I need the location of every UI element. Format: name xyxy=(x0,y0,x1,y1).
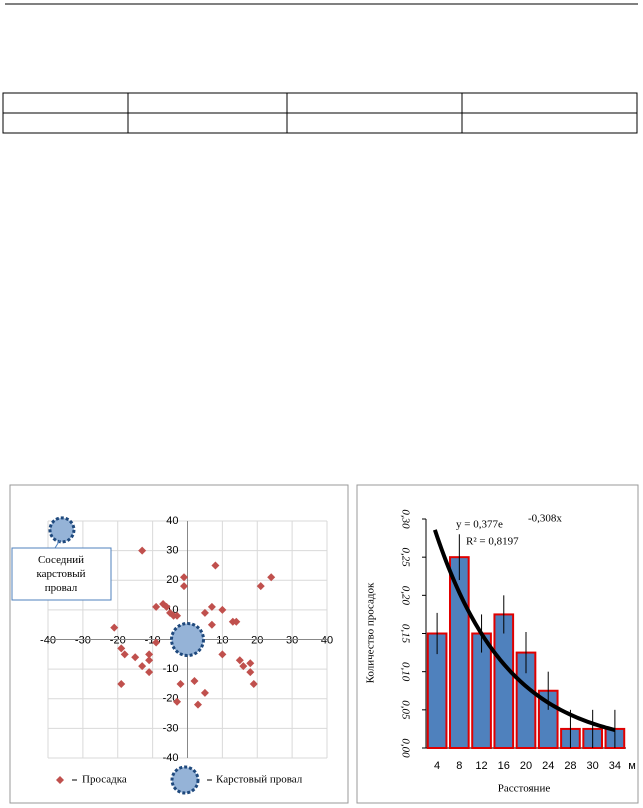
x-tick-label: 12 xyxy=(475,760,487,772)
x-tick-label: -30 xyxy=(75,634,91,646)
subsidence-point xyxy=(207,620,216,629)
subsidence-point xyxy=(180,582,189,591)
sinkhole xyxy=(170,622,205,657)
y-tick-label: 0,30 xyxy=(399,509,411,529)
sinkhole xyxy=(170,765,200,795)
x-tick-label: 20 xyxy=(520,760,532,772)
subsidence-point xyxy=(145,656,154,665)
y-tick-label: 30 xyxy=(166,545,178,557)
subsidence-point xyxy=(232,617,241,626)
x-tick-label: 40 xyxy=(321,634,333,646)
subsidence-point xyxy=(180,573,189,582)
x-tick-label: 16 xyxy=(498,760,510,772)
subsidence-point xyxy=(176,679,185,688)
y-tick-label: 20 xyxy=(166,574,178,586)
subsidence-point xyxy=(138,546,147,555)
subsidence-point xyxy=(246,668,255,677)
subsidence-point xyxy=(131,653,140,662)
subsidence-point xyxy=(256,582,265,591)
subsidence-point xyxy=(152,638,161,647)
x-tick-label: 28 xyxy=(564,760,576,772)
subsidence-point xyxy=(117,644,126,653)
y-tick-label: 40 xyxy=(166,515,178,527)
subsidence-point xyxy=(193,700,202,709)
legend-label: Просадка xyxy=(82,774,127,786)
subsidence-point xyxy=(145,668,154,677)
subsidence-point xyxy=(249,679,258,688)
subsidence-point xyxy=(239,662,248,671)
subsidence-point xyxy=(173,611,182,620)
y-tick-label: 0,25 xyxy=(399,548,411,568)
legend-label: Карстовый провал xyxy=(216,774,303,786)
callout-text: Соседний карстовый провал xyxy=(36,554,85,594)
x-tick-label: 30 xyxy=(286,634,298,646)
right-panel xyxy=(356,484,639,804)
bar xyxy=(493,613,515,750)
subsidence-point xyxy=(200,688,209,697)
bar xyxy=(449,556,470,750)
x-tick-label: -40 xyxy=(40,634,56,646)
subsidence-point xyxy=(218,605,227,614)
subsidence-point xyxy=(162,602,171,611)
subsidence-point xyxy=(138,662,147,671)
trend-exponent: -0,308x xyxy=(528,513,562,525)
x-tick-label: -10 xyxy=(145,634,161,646)
trend-equation: y = 0,377e xyxy=(456,519,503,531)
subsidence-point xyxy=(190,676,199,685)
subsidence-point xyxy=(117,679,126,688)
callout-box xyxy=(11,547,112,601)
left-panel xyxy=(9,484,349,804)
subsidence-point xyxy=(120,650,129,659)
y-tick-label: -10 xyxy=(163,663,179,675)
subsidence-point xyxy=(235,656,244,665)
legend-marker xyxy=(56,776,64,784)
empty-table xyxy=(2,92,638,134)
x-tick-label: 30 xyxy=(587,760,599,772)
y-tick-label: 0,15 xyxy=(399,624,411,644)
y-axis-title: Количество просадок xyxy=(365,582,377,683)
x-tick-label: -20 xyxy=(110,634,126,646)
subsidence-point xyxy=(110,623,119,632)
subsidence-point xyxy=(145,650,154,659)
y-tick-label: 0,10 xyxy=(399,662,411,682)
y-tick-label: 0,00 xyxy=(399,738,411,758)
x-tick-label: 4 xyxy=(434,760,440,772)
y-tick-label: 0,05 xyxy=(399,700,411,720)
callout-pointer xyxy=(54,539,61,549)
x-tick-label: 20 xyxy=(251,634,263,646)
subsidence-point xyxy=(173,697,182,706)
y-tick-label: -30 xyxy=(163,722,179,734)
y-tick-label: -40 xyxy=(163,752,179,764)
trend-r2: R² = 0,8197 xyxy=(466,536,519,548)
x-tick-label: 8 xyxy=(456,760,462,772)
x-axis-title: Расстояние xyxy=(498,783,551,795)
trendline xyxy=(432,529,616,732)
subsidence-point xyxy=(246,659,255,668)
x-tick-label: 10 xyxy=(216,634,228,646)
subsidence-point xyxy=(267,573,276,582)
x-tick-label: 24 xyxy=(542,760,554,772)
subsidence-point xyxy=(200,608,209,617)
x-tick-label: 34 xyxy=(609,760,621,772)
x-unit: м xyxy=(628,760,636,772)
subsidence-point xyxy=(218,650,227,659)
y-tick-label: 0,20 xyxy=(399,586,411,606)
subsidence-point xyxy=(207,602,216,611)
sinkhole xyxy=(48,516,76,544)
subsidence-point xyxy=(152,602,161,611)
subsidence-point xyxy=(211,561,220,570)
